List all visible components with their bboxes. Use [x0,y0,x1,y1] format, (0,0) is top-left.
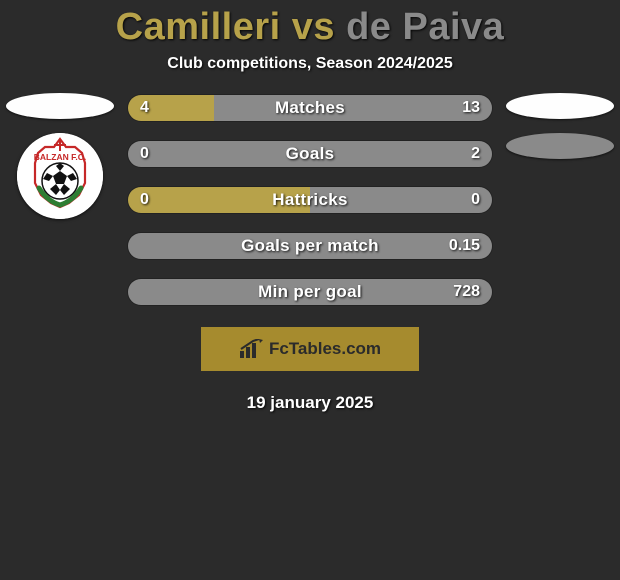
club-logo-svg: BALZAN F.C. [17,133,103,219]
stat-bar: Min per goal728 [128,279,492,305]
stat-bar: Matches4 13 [128,95,492,121]
right-column [500,91,620,159]
stat-value-right: 0 [471,187,480,213]
stat-value-left: 0 [140,141,149,167]
title-left: Camilleri [116,6,281,48]
title-vs: vs [281,6,346,48]
stat-bar: Goals0 2 [128,141,492,167]
left-player-ellipse [6,93,114,119]
title-right: de Paiva [346,6,504,48]
brand-box: FcTables.com [201,327,419,371]
right-player-ellipse [506,93,614,119]
stat-value-right: 2 [471,141,480,167]
stat-value-right: 0.15 [449,233,480,259]
page-title: Camilleri vs de Paiva [0,0,620,55]
stat-value-right: 13 [462,95,480,121]
stat-label: Goals per match [128,233,492,259]
stat-bar: Hattricks0 0 [128,187,492,213]
right-club-ellipse [506,133,614,159]
stat-value-left: 4 [140,95,149,121]
brand-name: FcTables.com [269,339,381,359]
date-line: 19 january 2025 [0,393,620,413]
stat-value-right: 728 [453,279,480,305]
stats-column: Matches413Goals02Hattricks00Goals per ma… [120,91,500,305]
stat-label: Min per goal [128,279,492,305]
main-row: BALZAN F.C. Matches413Goals02Hattricks00… [0,91,620,305]
stat-label: Matches [128,95,492,121]
stat-label: Hattricks [128,187,492,213]
stat-bar: Goals per match0.15 [128,233,492,259]
left-column: BALZAN F.C. [0,91,120,219]
stat-value-left: 0 [140,187,149,213]
left-club-logo: BALZAN F.C. [17,133,103,219]
stat-label: Goals [128,141,492,167]
subtitle: Club competitions, Season 2024/2025 [0,55,620,91]
svg-text:BALZAN F.C.: BALZAN F.C. [34,152,86,162]
chart-bars-icon [239,339,263,359]
